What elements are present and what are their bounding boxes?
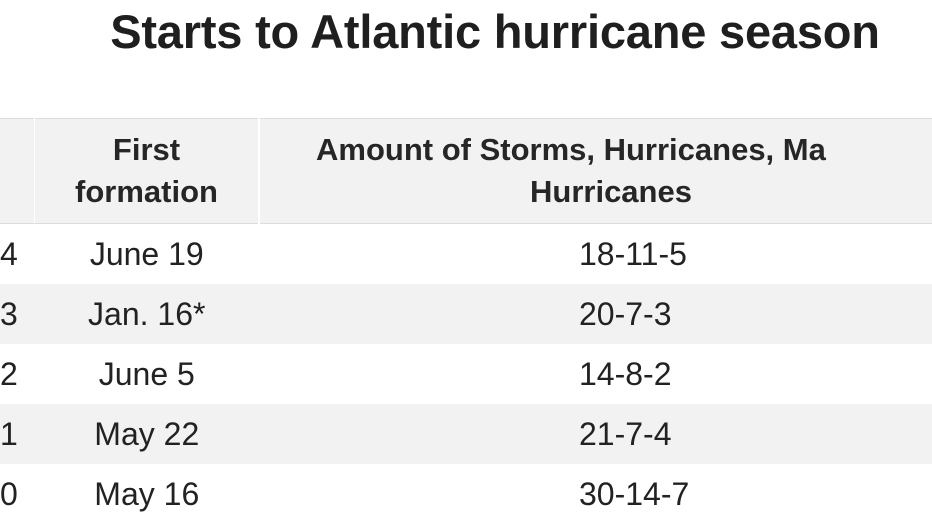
table-row: 3 Jan. 16* 20-7-3 bbox=[0, 284, 932, 344]
header-first-formation: First formation bbox=[34, 118, 261, 224]
cell-amount: 18-11-5 bbox=[579, 235, 687, 272]
cell-first-formation: Jan. 16* bbox=[34, 284, 259, 344]
header-first-line2: formation bbox=[75, 174, 218, 209]
table-row: 2 June 5 14-8-2 bbox=[0, 344, 932, 404]
table-row: 4 June 19 18-11-5 bbox=[0, 224, 932, 285]
hurricane-season-table: First formation Amount of Storms, Hurric… bbox=[0, 118, 932, 524]
header-amount-line2: Hurricanes bbox=[530, 174, 692, 209]
table-row: 1 May 22 21-7-4 bbox=[0, 404, 932, 464]
cell-amount: 30-14-7 bbox=[579, 475, 690, 512]
header-amount: Amount of Storms, Hurricanes, Ma Hurrica… bbox=[259, 118, 932, 224]
header-amount-line1: Amount of Storms, Hurricanes, Ma bbox=[316, 132, 826, 167]
cell-year: 1 bbox=[0, 404, 35, 464]
cell-year: 4 bbox=[0, 235, 18, 272]
table-header-row: First formation Amount of Storms, Hurric… bbox=[0, 118, 932, 224]
cell-first-formation: May 16 bbox=[94, 475, 200, 512]
cell-amount: 21-7-4 bbox=[259, 404, 932, 464]
table-title: Starts to Atlantic hurricane season bbox=[110, 5, 880, 58]
cell-first-formation: June 19 bbox=[89, 235, 204, 272]
header-year bbox=[0, 118, 36, 224]
cell-year: 3 bbox=[0, 284, 35, 344]
table-row: 0 May 16 30-14-7 bbox=[0, 464, 932, 524]
header-first-line1: First bbox=[112, 132, 181, 167]
cell-first-formation: May 22 bbox=[34, 404, 259, 464]
cell-first-formation: June 5 bbox=[98, 355, 195, 392]
cell-amount: 20-7-3 bbox=[259, 284, 932, 344]
cell-amount: 14-8-2 bbox=[579, 355, 672, 392]
cell-year: 2 bbox=[0, 355, 18, 392]
cell-year: 0 bbox=[0, 475, 18, 512]
